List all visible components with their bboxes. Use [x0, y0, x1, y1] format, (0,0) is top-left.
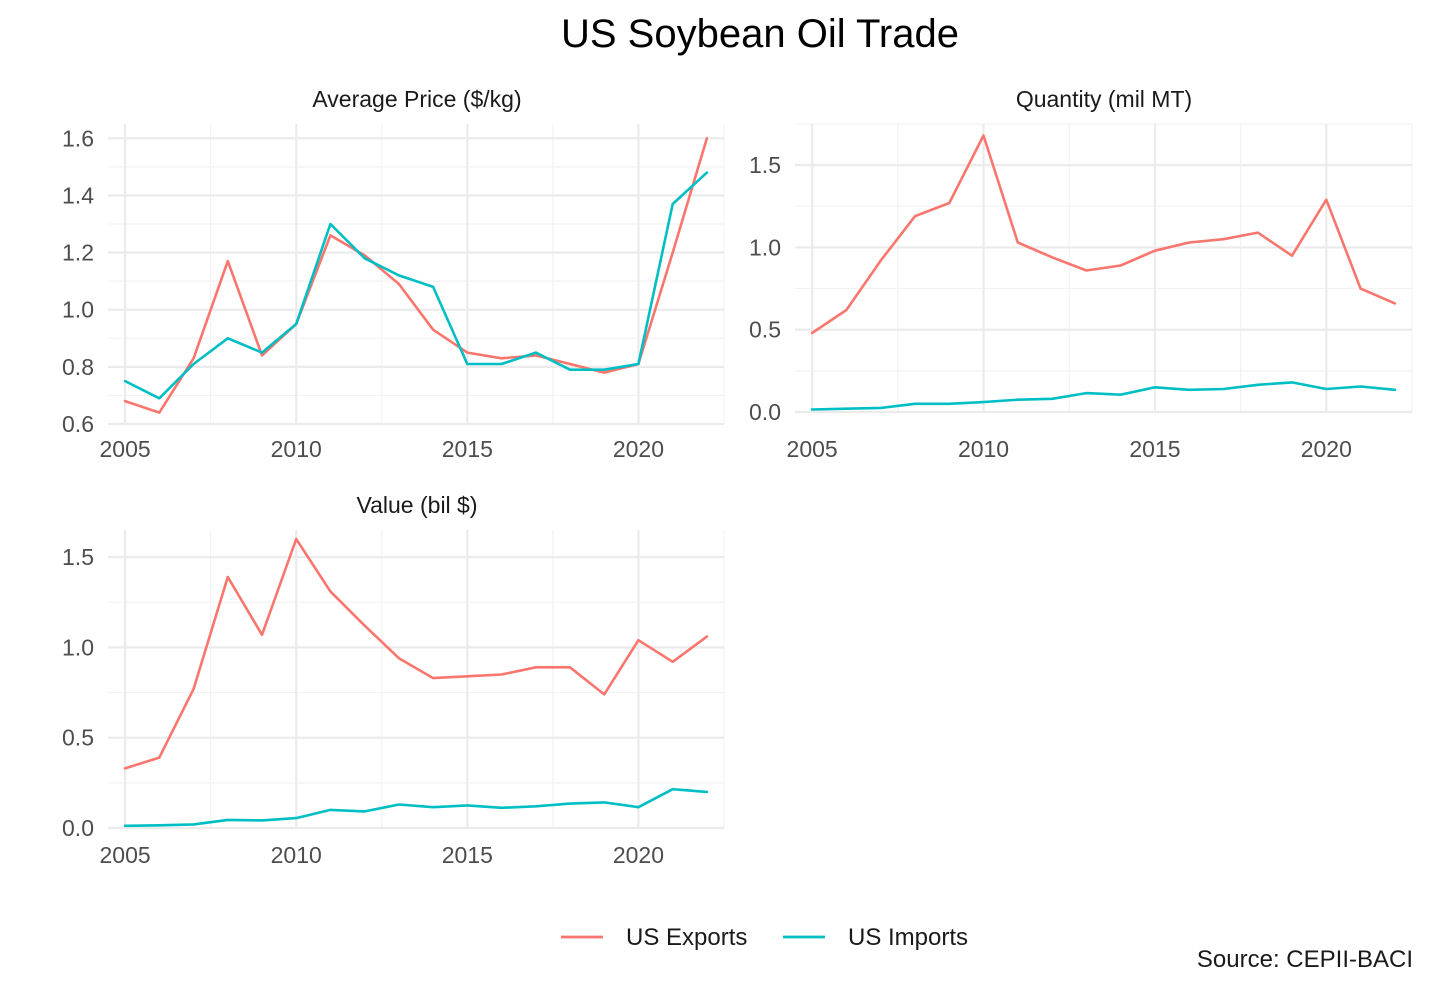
- x-tick-label: 2015: [1129, 436, 1180, 462]
- y-tick-label: 1.5: [62, 544, 94, 570]
- series-line-us-imports: [123, 787, 709, 828]
- legend-label-us-exports: US Exports: [626, 924, 747, 951]
- x-tick-label: 2015: [442, 842, 493, 868]
- x-tick-label: 2020: [613, 436, 664, 462]
- x-tick-label: 2015: [442, 436, 493, 462]
- x-tick-label: 2020: [613, 842, 664, 868]
- y-tick-label: 0.8: [62, 354, 94, 380]
- x-tick-label: 2020: [1301, 436, 1352, 462]
- x-tick-label: 2010: [271, 842, 322, 868]
- y-tick-label: 0.5: [62, 725, 94, 751]
- series-line-us-exports: [810, 134, 1397, 335]
- legend-label-us-imports: US Imports: [848, 924, 968, 951]
- y-tick-label: 1.4: [62, 182, 94, 208]
- panel-title: Average Price ($/kg): [312, 86, 521, 112]
- x-tick-label: 2005: [100, 436, 151, 462]
- series-line-us-exports: [123, 137, 709, 414]
- y-tick-label: 1.2: [62, 240, 94, 266]
- y-tick-label: 1.0: [62, 297, 94, 323]
- y-tick-label: 1.5: [749, 152, 781, 178]
- x-tick-label: 2010: [958, 436, 1009, 462]
- y-tick-label: 0.0: [62, 815, 94, 841]
- source-caption: Source: CEPII-BACI: [1197, 946, 1413, 973]
- panel-3: Value (bil $) 2005 2010 2015 2020 0.0 0.5 1.0 1.…: [62, 492, 725, 868]
- panel-1: Average Price ($/kg) 2005 2010 2015 2020 0.6 0…: [62, 86, 725, 462]
- panel-title: Quantity (mil MT): [1016, 86, 1192, 112]
- facet-panels: Average Price ($/kg) 2005 2010 2015 2020 0.6 0…: [62, 86, 1413, 868]
- x-tick-label: 2005: [787, 436, 838, 462]
- panel-title: Value (bil $): [356, 492, 477, 518]
- y-tick-label: 1.6: [62, 125, 94, 151]
- y-tick-label: 0.6: [62, 411, 94, 437]
- chart-title: US Soybean Oil Trade: [561, 12, 959, 56]
- series-line-us-imports: [810, 381, 1397, 411]
- x-tick-label: 2010: [271, 436, 322, 462]
- panel-2: Quantity (mil MT) 2005 2010 2015 2020 0.0 0.5 1…: [749, 86, 1413, 462]
- x-tick-label: 2005: [100, 842, 151, 868]
- y-tick-label: 0.0: [749, 399, 781, 425]
- y-tick-label: 1.0: [62, 634, 94, 660]
- y-tick-label: 1.0: [749, 234, 781, 260]
- series-line-us-exports: [123, 537, 709, 770]
- y-tick-label: 0.5: [749, 317, 781, 343]
- legend: US Exports US Imports: [561, 924, 968, 951]
- series-line-us-imports: [123, 171, 709, 400]
